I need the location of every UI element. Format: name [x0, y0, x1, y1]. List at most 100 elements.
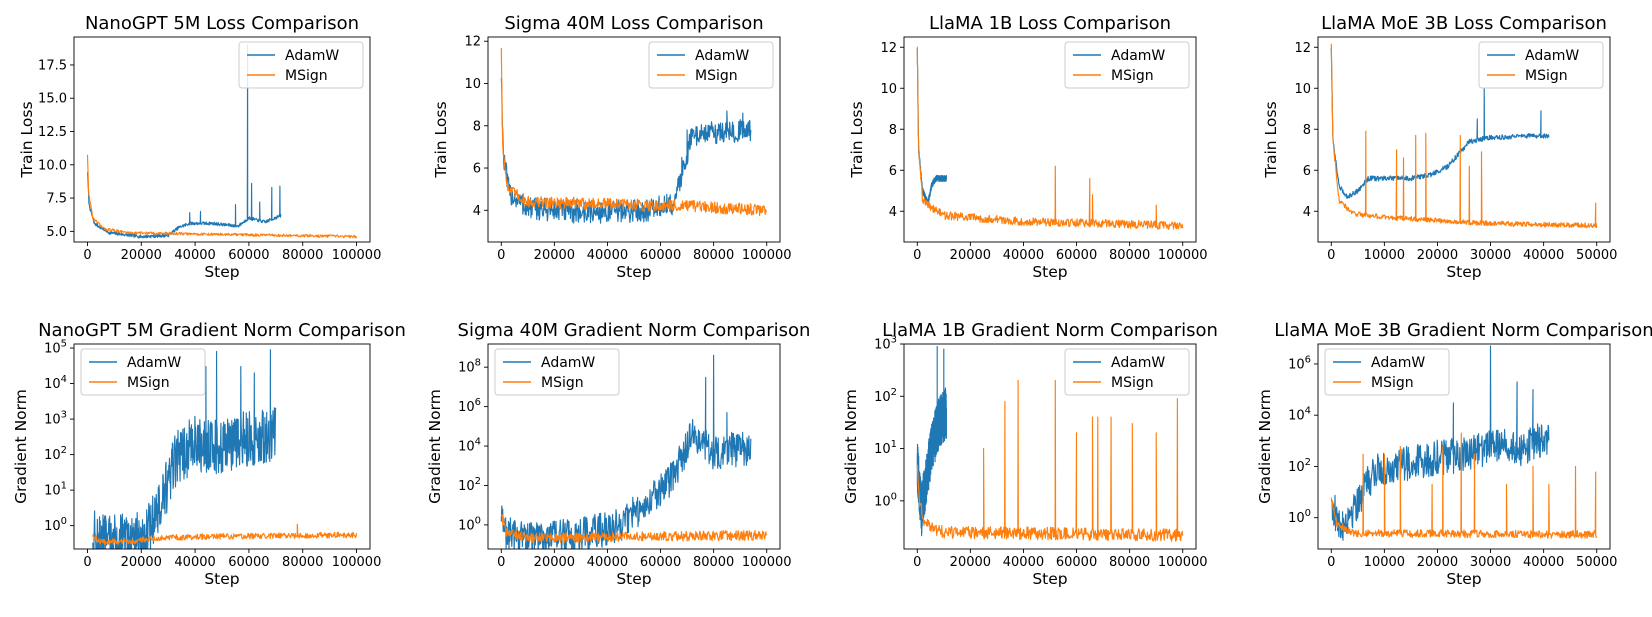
y-tick-label: 12 — [1294, 41, 1311, 56]
y-tick-label: 6 — [1303, 164, 1311, 179]
series-line-adamw — [86, 44, 282, 239]
series-group — [916, 345, 1184, 542]
series-line-msign — [500, 514, 768, 543]
x-tick-label: 60000 — [1056, 248, 1097, 263]
x-tick-label: 50000 — [1576, 555, 1617, 570]
y-axis-label: Train Loss — [848, 101, 866, 178]
x-axis-label: Step — [1032, 570, 1067, 588]
x-axis-label: Step — [1446, 570, 1481, 588]
plot-frame — [487, 36, 781, 243]
x-tick-label: 20000 — [534, 248, 575, 263]
x-tick-label: 100000 — [1158, 555, 1208, 570]
series-group — [92, 349, 358, 549]
x-tick-label: 50000 — [1576, 248, 1617, 263]
legend-label: AdamW — [127, 355, 181, 371]
x-tick-label: 0 — [497, 555, 505, 570]
legend-box — [1478, 41, 1604, 89]
series-line-msign — [916, 379, 1184, 542]
chart-title: LlaMA 1B Loss Comparison — [929, 13, 1171, 34]
x-axis-label: Step — [1446, 263, 1481, 281]
y-tick-label: 12.5 — [38, 125, 67, 140]
x-tick-label: 20000 — [1417, 555, 1458, 570]
legend-box — [648, 41, 774, 89]
y-tick-label: 105 — [44, 339, 67, 357]
chart-5: 0 20000 40000 60000 80000 100000 100 101 102 103 1… — [12, 320, 406, 588]
y-axis-label: Train Loss — [18, 101, 36, 178]
x-tick-label: 80000 — [1109, 248, 1150, 263]
legend: AdamW MSign — [494, 348, 620, 396]
y-tick-label: 101 — [44, 481, 67, 499]
x-tick-label: 10000 — [1364, 248, 1405, 263]
y-tick-label: 100 — [874, 491, 897, 509]
legend-box — [1064, 348, 1190, 396]
x-tick-label: 0 — [497, 248, 505, 263]
y-tick-label: 6 — [889, 164, 897, 179]
x-tick-label: 0 — [913, 248, 921, 263]
x-tick-label: 0 — [913, 555, 921, 570]
x-tick-label: 40000 — [1003, 555, 1044, 570]
y-tick-label: 103 — [874, 335, 897, 353]
x-axis-label: Step — [616, 263, 651, 281]
x-tick-label: 80000 — [282, 248, 323, 263]
x-axis-label: Step — [1032, 263, 1067, 281]
y-tick-label: 8 — [473, 119, 481, 134]
series-group — [1330, 43, 1598, 229]
chart-title: NanoGPT 5M Gradient Norm Comparison — [38, 320, 406, 341]
chart-title: LlaMA MoE 3B Loss Comparison — [1321, 13, 1607, 34]
legend-label: MSign — [1371, 375, 1414, 391]
series-group — [916, 46, 1184, 230]
series-line-adamw — [916, 345, 948, 537]
y-tick-label: 104 — [1288, 406, 1311, 424]
legend-box — [80, 348, 206, 396]
x-tick-label: 80000 — [1109, 555, 1150, 570]
y-tick-label: 12 — [880, 41, 897, 56]
y-tick-label: 104 — [458, 437, 481, 455]
y-tick-label: 6 — [473, 162, 481, 177]
y-tick-label: 104 — [44, 374, 67, 392]
x-tick-label: 0 — [83, 555, 91, 570]
x-tick-label: 80000 — [693, 248, 734, 263]
y-tick-label: 5.0 — [46, 225, 67, 240]
legend: AdamW MSign — [648, 41, 774, 89]
x-tick-label: 40000 — [587, 248, 628, 263]
series-group — [500, 354, 768, 549]
y-tick-label: 15.0 — [38, 92, 67, 107]
legend-box — [494, 348, 620, 396]
x-tick-label: 60000 — [1056, 555, 1097, 570]
x-tick-label: 40000 — [174, 248, 215, 263]
plot-frame — [903, 343, 1197, 550]
series-line-adamw — [92, 349, 277, 549]
chart-7: 0 20000 40000 60000 80000 100000 100 101 102 103L… — [842, 320, 1218, 588]
x-axis-label: Step — [616, 570, 651, 588]
series-line-msign — [92, 523, 358, 546]
series-group — [500, 47, 767, 224]
x-tick-label: 20000 — [950, 248, 991, 263]
legend-label: AdamW — [1525, 48, 1579, 64]
y-tick-label: 106 — [458, 397, 481, 415]
y-tick-label: 102 — [874, 387, 897, 405]
chart-1: 0 20000 40000 60000 80000 100000 5.0 7.5 10.0 12.… — [18, 13, 381, 281]
x-tick-label: 30000 — [1470, 248, 1511, 263]
legend-box — [1324, 348, 1450, 396]
x-tick-label: 10000 — [1364, 555, 1405, 570]
x-tick-label: 40000 — [587, 555, 628, 570]
legend-label: AdamW — [1111, 48, 1165, 64]
x-tick-label: 20000 — [950, 555, 991, 570]
y-tick-label: 100 — [1288, 508, 1311, 526]
x-tick-label: 20000 — [1417, 248, 1458, 263]
y-tick-label: 4 — [473, 204, 481, 219]
x-tick-label: 40000 — [1003, 248, 1044, 263]
chart-title: LlaMA 1B Gradient Norm Comparison — [882, 320, 1218, 341]
x-tick-label: 60000 — [640, 555, 681, 570]
y-tick-label: 10.0 — [38, 158, 67, 173]
x-tick-label: 20000 — [121, 555, 162, 570]
x-tick-label: 100000 — [742, 555, 792, 570]
legend-label: MSign — [541, 375, 584, 391]
series-group — [1330, 345, 1598, 541]
chart-title: Sigma 40M Gradient Norm Comparison — [458, 320, 811, 341]
x-tick-label: 0 — [83, 248, 91, 263]
series-line-msign — [500, 47, 767, 217]
plot-frame — [1317, 343, 1611, 550]
legend-box — [1064, 41, 1190, 89]
